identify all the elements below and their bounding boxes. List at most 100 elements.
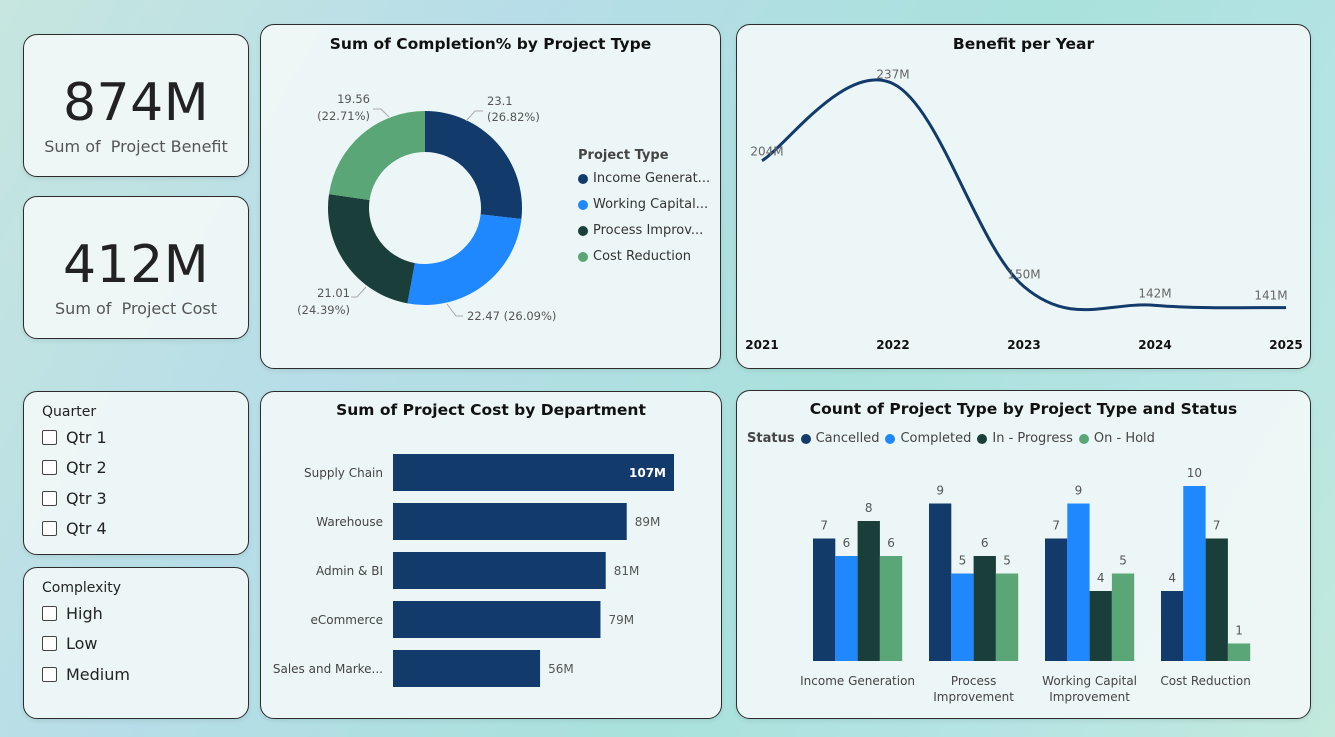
- dept-bar[interactable]: [393, 650, 541, 687]
- option-label: Qtr 1: [66, 427, 107, 447]
- legend-item-completed[interactable]: Completed: [885, 431, 971, 446]
- dept-bar[interactable]: [393, 601, 601, 638]
- legend-dot: [578, 173, 588, 184]
- donut-slice[interactable]: [425, 111, 522, 220]
- status-bar[interactable]: [813, 538, 836, 662]
- dept-bar[interactable]: [393, 454, 674, 491]
- quarter-option-q1[interactable]: Qtr 1: [42, 426, 107, 448]
- complexity-option-high[interactable]: High: [42, 602, 103, 624]
- status-bar[interactable]: [1067, 503, 1090, 662]
- point-label: 142M: [1138, 286, 1171, 300]
- category-label: Supply Chain: [304, 466, 383, 480]
- legend-label: Cancelled: [815, 431, 880, 446]
- donut-slice[interactable]: [407, 214, 522, 305]
- dept-bar[interactable]: [393, 503, 627, 540]
- quarter-option-q2[interactable]: Qtr 2: [42, 456, 107, 478]
- data-label: (24.39%): [297, 303, 350, 317]
- status-bar[interactable]: [1111, 573, 1135, 662]
- data-label: 23.1: [487, 94, 513, 108]
- checkbox[interactable]: [42, 605, 57, 621]
- value-label: 9: [1075, 484, 1083, 498]
- status-bar[interactable]: [1161, 591, 1184, 661]
- donut-legend-item[interactable]: Working Capital...: [578, 197, 708, 212]
- leader-line: [351, 286, 367, 298]
- value-label: 7: [820, 519, 828, 533]
- value-label: 6: [843, 536, 851, 550]
- x-tick-label: 2022: [876, 338, 909, 352]
- option-label: Qtr 3: [66, 488, 107, 508]
- status-bar-chart-card: Count of Project Type by Project Type an…: [736, 390, 1311, 719]
- quarter-option-q3[interactable]: Qtr 3: [42, 487, 107, 509]
- quarter-slicer-title: Quarter: [42, 404, 97, 420]
- status-bar[interactable]: [929, 503, 952, 662]
- status-bar[interactable]: [1045, 538, 1068, 662]
- option-label: Qtr 2: [66, 457, 107, 477]
- status-bar[interactable]: [995, 573, 1019, 662]
- leader-line: [373, 108, 390, 118]
- status-bar[interactable]: [879, 556, 903, 661]
- donut-slice[interactable]: [329, 111, 425, 200]
- checkbox[interactable]: [42, 520, 57, 536]
- value-label: 89M: [635, 515, 661, 529]
- donut-legend-item[interactable]: Income Generat...: [578, 171, 710, 186]
- donut-chart-card: Sum of Completion% by Project Type 23.1 (…: [260, 24, 721, 369]
- status-bar[interactable]: [973, 556, 996, 661]
- legend-dot: [578, 251, 588, 262]
- status-bar[interactable]: [1089, 591, 1112, 661]
- checkbox[interactable]: [42, 490, 57, 506]
- value-label: 8: [865, 501, 873, 515]
- category-label: eCommerce: [310, 613, 383, 627]
- legend-item-in-progress[interactable]: In - Progress: [977, 431, 1073, 446]
- value-label: 4: [1097, 571, 1105, 585]
- kpi-benefit-label: Sum of Project Benefit: [44, 137, 228, 156]
- checkbox[interactable]: [42, 666, 57, 682]
- legend-dot: [800, 433, 811, 444]
- option-label: Medium: [66, 664, 130, 684]
- donut-slice[interactable]: [328, 194, 415, 304]
- legend-item-cancelled[interactable]: Cancelled: [800, 431, 880, 446]
- legend-label: Completed: [900, 431, 972, 446]
- checkbox[interactable]: [42, 635, 57, 651]
- legend-label: Income Generat...: [593, 171, 711, 186]
- leader-line: [446, 303, 463, 317]
- status-bar[interactable]: [1227, 643, 1251, 662]
- dept-bar[interactable]: [393, 552, 606, 589]
- complexity-option-medium[interactable]: Medium: [42, 663, 130, 685]
- complexity-slicer-title: Complexity: [42, 580, 122, 596]
- status-bar[interactable]: [857, 521, 880, 661]
- line-chart-card: Benefit per Year 204M 2021 237M 2022 150M 202…: [736, 24, 1311, 369]
- category-label: Improvement: [1049, 690, 1130, 704]
- quarter-option-q4[interactable]: Qtr 4: [42, 517, 107, 539]
- legend-dot: [578, 225, 588, 236]
- cbar-legend-title: Status: [747, 431, 795, 446]
- quarter-slicer: Quarter Qtr 1 Qtr 2 Qtr 3 Qtr 4: [23, 391, 249, 555]
- value-label: 4: [1168, 571, 1176, 585]
- category-label: Income Generation: [800, 674, 915, 688]
- hbar-chart-title: Sum of Project Cost by Department: [336, 401, 646, 419]
- status-bar[interactable]: [951, 573, 974, 662]
- checkbox[interactable]: [42, 459, 57, 475]
- value-label: 9: [936, 484, 944, 498]
- benefit-line[interactable]: [761, 78, 1287, 312]
- line-chart: 204M 2021 237M 2022 150M 2023 142M 2024 141M 2025: [745, 68, 1302, 352]
- legend-label: On - Hold: [1093, 431, 1155, 446]
- status-bar[interactable]: [1183, 486, 1206, 661]
- option-label: Qtr 4: [66, 518, 107, 538]
- status-bar[interactable]: [1205, 538, 1228, 662]
- complexity-slicer: Complexity High Low Medium: [23, 567, 249, 719]
- value-label: 7: [1052, 519, 1060, 533]
- legend-dot: [578, 199, 588, 210]
- x-tick-label: 2021: [745, 338, 778, 352]
- legend-item-on-hold[interactable]: On - Hold: [1078, 431, 1155, 446]
- checkbox[interactable]: [42, 429, 57, 445]
- category-label: Process: [951, 674, 997, 688]
- category-label: Cost Reduction: [1160, 674, 1250, 688]
- value-label: 6: [981, 536, 989, 550]
- donut-legend-item[interactable]: Cost Reduction: [578, 249, 691, 264]
- status-bar[interactable]: [835, 556, 858, 661]
- cbar-chart-title: Count of Project Type by Project Type an…: [809, 400, 1238, 418]
- donut-legend-item[interactable]: Process Improv...: [578, 223, 703, 238]
- value-label: 56M: [548, 662, 574, 676]
- complexity-option-low[interactable]: Low: [42, 632, 98, 654]
